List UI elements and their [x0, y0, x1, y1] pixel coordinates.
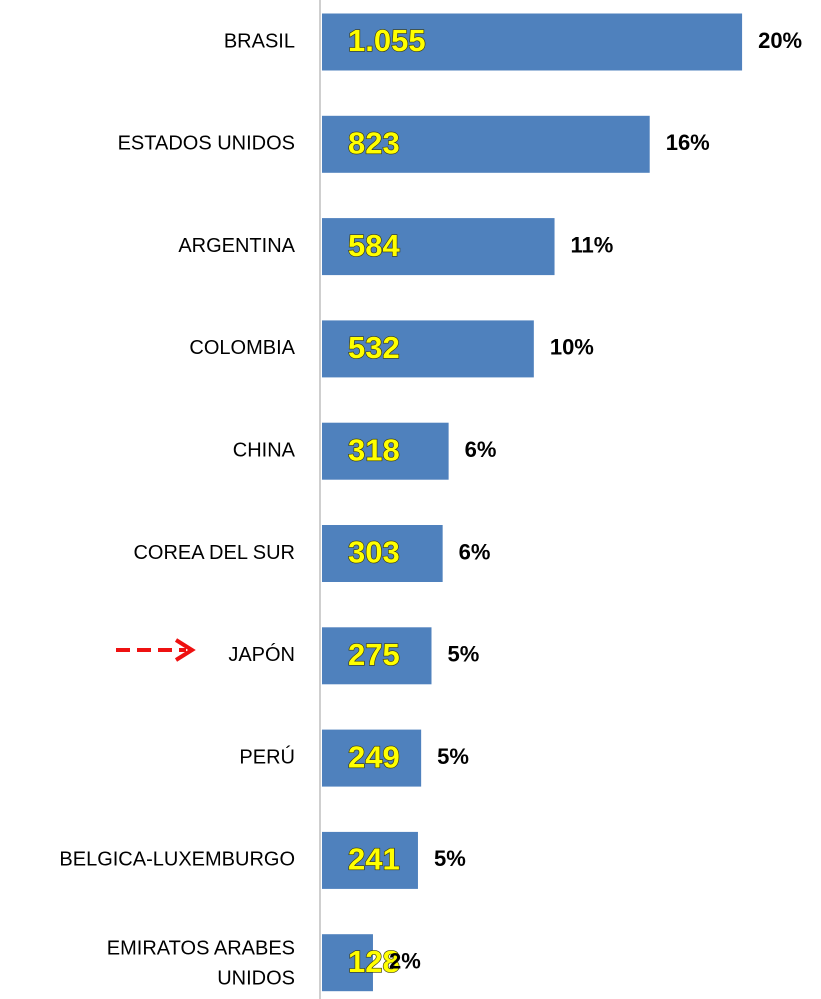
bar: [322, 422, 449, 480]
value-label: 241: [348, 842, 400, 877]
value-label: 532: [348, 330, 400, 365]
value-label: 318: [348, 432, 400, 467]
value-label: 823: [348, 125, 400, 160]
bar: [322, 934, 373, 992]
category-label: COREA DEL SUR: [133, 542, 295, 564]
value-label: 1.055: [348, 23, 426, 58]
bar: [322, 218, 555, 276]
value-label: 303: [348, 535, 400, 570]
share-label: 16%: [666, 130, 710, 155]
share-label: 10%: [550, 335, 594, 360]
value-label: 584: [348, 228, 400, 263]
share-label: 20%: [758, 28, 802, 53]
share-label: 5%: [437, 744, 469, 769]
category-label: BELGICA-LUXEMBURGO: [59, 849, 295, 871]
category-label: ARGENTINA: [178, 235, 295, 257]
category-label: PERÚ: [239, 745, 295, 768]
value-label: 249: [348, 739, 400, 774]
category-line: UNIDOS: [217, 968, 295, 990]
highlight-arrow: [116, 638, 196, 662]
share-label: 5%: [448, 642, 480, 667]
share-label: 5%: [434, 846, 466, 871]
bar: [322, 831, 418, 889]
bar: [322, 627, 432, 685]
bar: [322, 729, 422, 787]
bar: [322, 13, 743, 71]
category-label: ESTADOS UNIDOS: [118, 133, 295, 155]
category-label: JAPÓN: [228, 643, 295, 666]
share-label: 6%: [465, 437, 497, 462]
value-label: 275: [348, 637, 400, 672]
category-label: EMIRATOS ARABES UNIDOS: [107, 938, 295, 990]
share-label: 6%: [459, 539, 491, 564]
category-line: EMIRATOS ARABES: [107, 938, 295, 960]
bar: [322, 525, 443, 582]
category-label: BRASIL: [224, 30, 295, 52]
share-label: 11%: [571, 232, 614, 257]
bar: [322, 115, 650, 173]
value-label: 128: [348, 944, 400, 979]
category-label: CHINA: [233, 439, 296, 461]
bar: [322, 320, 534, 378]
share-label: 2%: [389, 949, 421, 974]
category-label: COLOMBIA: [189, 337, 295, 359]
